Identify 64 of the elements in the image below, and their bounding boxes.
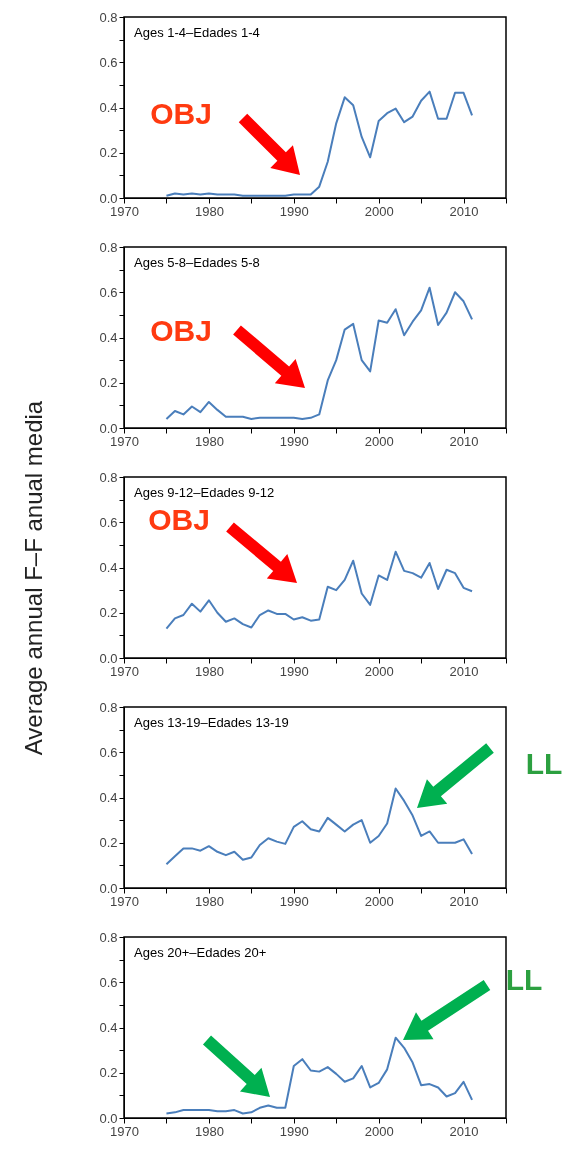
y-tick-label: 0.0 [99,880,118,896]
x-tick-label: 2000 [364,203,394,219]
y-tick-label: 0.6 [99,284,118,300]
x-tick-label: 1990 [279,893,309,909]
y-tick-label: 0.2 [99,1065,118,1081]
x-tick-label: 2010 [449,663,479,679]
x-tick-label: 1980 [194,1123,224,1139]
y-tick-label: 0.4 [99,1020,118,1035]
text: Ages 9-12–Edades 9-12 [134,485,275,500]
x-tick-label: 1990 [279,433,309,449]
x-tick-label: 1970 [110,893,139,909]
annotation: LL [505,963,543,996]
y-tick-label: 0.8 [99,929,118,945]
text: Ages 5-8–Edades 5-8 [134,255,260,270]
text: LL [525,747,563,780]
y-tick-label: 0.0 [99,190,118,206]
x-tick-label: 1980 [194,663,224,679]
x-tick-label: 2010 [449,203,479,219]
y-tick-label: 0.4 [99,790,118,805]
x-tick-label: 1990 [279,1123,309,1139]
line-series [165,1036,474,1115]
y-tick-label: 0.6 [99,744,118,760]
y-tick-label: 0.6 [99,514,118,530]
x-tick-label: 1980 [194,893,224,909]
x-tick-label: 1980 [194,433,224,449]
y-tick-label: 0.8 [99,699,118,715]
y-tick-label: 0.2 [99,375,118,391]
y-tick-label: 0.0 [99,1110,118,1126]
x-tick-label: 2000 [364,893,394,909]
y-tick-label: 0.8 [99,469,118,485]
annotation: OBJ [150,314,212,347]
y-tick-label: 0.0 [99,650,118,666]
y-tick-label: 0.2 [99,145,118,161]
y-tick-label: 0.8 [99,239,118,255]
x-tick-label: 1980 [194,203,224,219]
x-tick-label: 1970 [110,433,139,449]
x-tick-label: 2010 [449,433,479,449]
line-series [165,787,474,866]
x-tick-label: 1970 [110,1123,139,1139]
x-tick-label: 2000 [364,1123,394,1139]
y-tick-label: 0.4 [99,100,118,115]
x-tick-label: 1970 [110,663,139,679]
text: Ages 13-19–Edades 13-19 [134,715,289,730]
x-tick-label: 1990 [279,203,309,219]
line-series [165,550,474,630]
annotation: OBJ [150,97,212,130]
x-tick-label: 1990 [279,663,309,679]
text: Ages 1-4–Edades 1-4 [134,25,260,40]
y-tick-label: 0.8 [99,9,118,25]
y-tick-label: 0.2 [99,835,118,851]
annotation: OBJ [148,503,210,536]
y-tick-label: 0.6 [99,974,118,990]
y-tick-label: 0.0 [99,420,118,436]
x-tick-label: 2010 [449,893,479,909]
x-tick-label: 2000 [364,663,394,679]
text: Ages 20+–Edades 20+ [134,945,267,960]
x-tick-label: 2000 [364,433,394,449]
y-tick-label: 0.4 [99,560,118,575]
y-tick-label: 0.2 [99,605,118,621]
x-tick-label: 2010 [449,1123,479,1139]
y-tick-label: 0.6 [99,54,118,70]
y-tick-label: 0.4 [99,330,118,345]
y-axis-title: Average annual F–F anual media [20,400,48,756]
x-tick-label: 1970 [110,203,139,219]
